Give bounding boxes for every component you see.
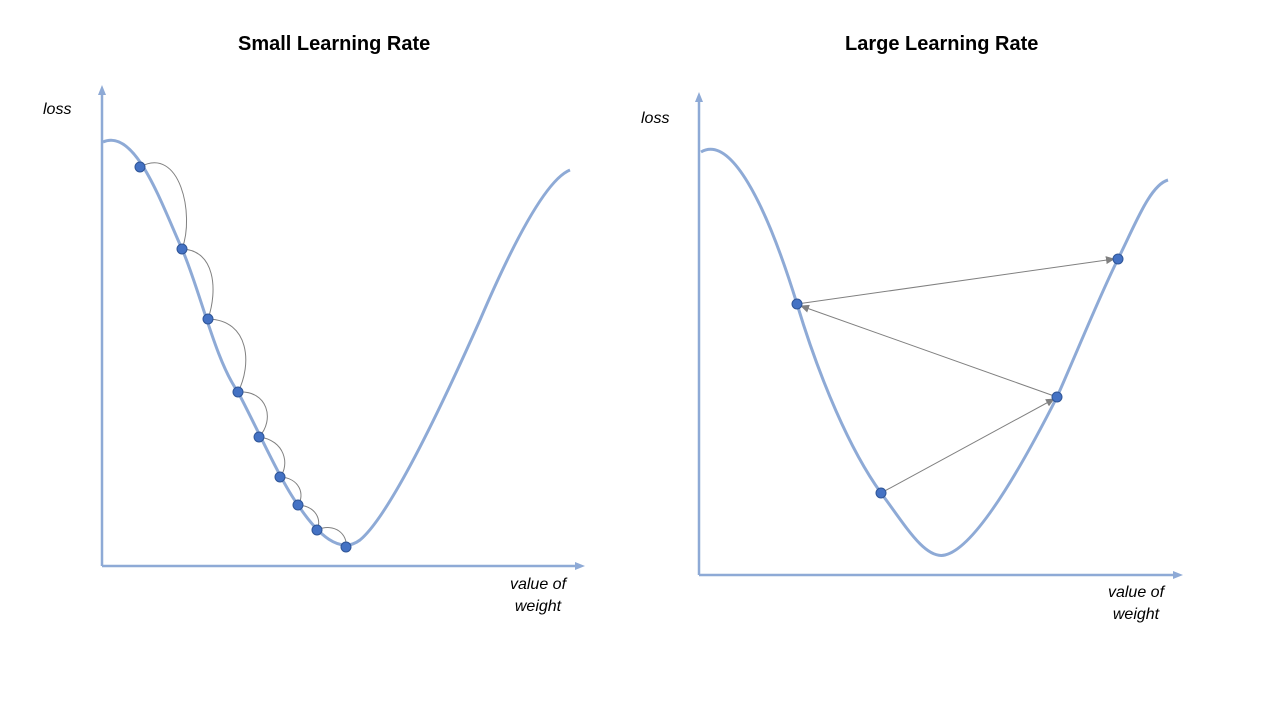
x-axis-label-line1: value of <box>1107 584 1165 601</box>
left-points <box>134 161 352 553</box>
gradient-step-point <box>791 298 803 310</box>
step-arc <box>207 318 247 393</box>
step-arc <box>139 162 188 250</box>
large-learning-rate-panel: Large Learning Rate loss value of weight <box>640 0 1280 720</box>
left-loss-curve <box>102 138 571 547</box>
gradient-step-point <box>1051 391 1063 403</box>
y-axis-label: loss <box>641 110 670 127</box>
right-step-arrows <box>796 256 1115 494</box>
right-loss-curve <box>700 147 1169 557</box>
x-axis-label-line1: value of <box>509 576 567 593</box>
x-axis-label: value of weight <box>1091 582 1181 626</box>
x-axis-label-line2: weight <box>514 598 562 615</box>
gradient-step-point <box>292 499 304 511</box>
step-arrow <box>800 304 1058 398</box>
gradient-step-point <box>311 524 323 536</box>
step-arc <box>237 391 268 438</box>
x-axis-label: value of weight <box>493 574 583 618</box>
gradient-step-point <box>134 161 146 173</box>
step-arc <box>181 248 214 320</box>
step-arrow <box>880 398 1055 494</box>
gradient-step-point <box>176 243 188 255</box>
x-axis-label-line2: weight <box>1112 606 1160 623</box>
left-axes <box>98 85 585 570</box>
gradient-step-point <box>232 386 244 398</box>
gradient-step-point <box>1112 253 1124 265</box>
gradient-step-point <box>202 313 214 325</box>
gradient-step-point <box>253 431 265 443</box>
small-learning-rate-panel: Small Learning Rate loss value of weight <box>43 33 583 618</box>
right-axes <box>695 92 1183 579</box>
gradient-step-point <box>274 471 286 483</box>
y-axis-label: loss <box>43 101 72 118</box>
gradient-step-point <box>340 541 352 553</box>
panel-title: Small Learning Rate <box>238 33 431 55</box>
gradient-step-point <box>875 487 887 499</box>
panel-title: Large Learning Rate <box>845 33 1039 55</box>
right-points <box>791 253 1124 499</box>
step-arrow <box>796 256 1115 305</box>
